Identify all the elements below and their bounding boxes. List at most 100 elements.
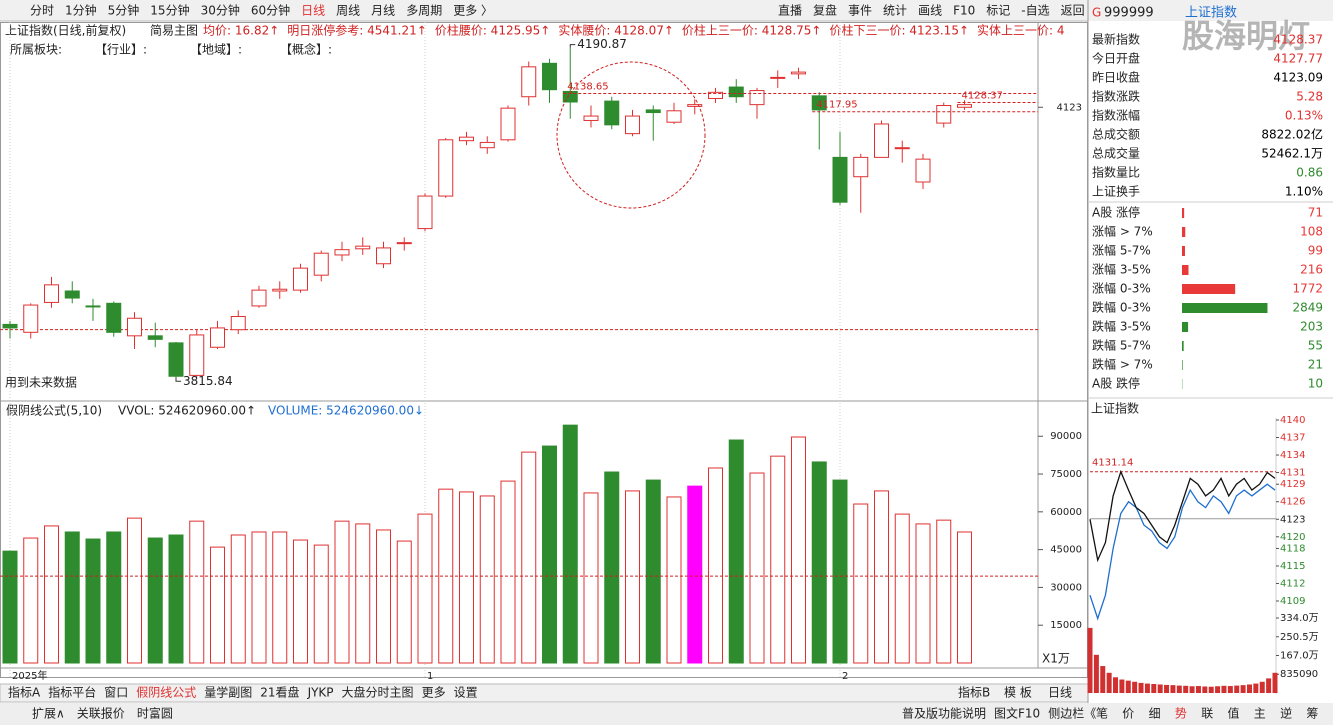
candle-body [791, 71, 806, 75]
period-tab[interactable]: 更多 〉 [453, 4, 493, 18]
period-tab[interactable]: 月线 [371, 4, 395, 18]
side-tab[interactable]: 主 [1254, 707, 1266, 721]
side-tab[interactable]: 笔 [1096, 706, 1108, 721]
indicator-tab[interactable]: 设置 [454, 686, 478, 700]
stat-value: 4127.77 [1273, 52, 1323, 66]
mini-vol-bar [1119, 679, 1125, 693]
drawn-circle [556, 61, 706, 209]
status-link[interactable]: 图文F10 [994, 706, 1040, 721]
sector-label: 【概念】: [280, 42, 332, 57]
y-tick-label: 15000 [1050, 620, 1082, 631]
indicator-tab[interactable]: JYKP [307, 686, 334, 700]
volume-bar [687, 485, 703, 664]
status-item[interactable]: 扩展∧ [32, 707, 65, 721]
mini-vol-bar [1170, 685, 1176, 693]
period-tab[interactable]: 分时 [30, 4, 54, 18]
indicator-value: 价柱下三一价: 4123.15↑ [829, 23, 969, 38]
extreme-label: 4190.87 [577, 37, 627, 51]
status-link[interactable]: 侧边栏《 [1048, 706, 1096, 721]
stat-value: 0.86 [1296, 166, 1323, 180]
candle-body [749, 90, 765, 106]
side-tab[interactable]: 逆 [1280, 706, 1292, 721]
period-tab[interactable]: 1分钟 [65, 3, 97, 18]
candle-body [936, 105, 952, 124]
volume-bar [645, 479, 661, 664]
x-label: 2025年 [12, 669, 47, 682]
period-tab[interactable]: 5分钟 [108, 3, 140, 18]
breadth-bar [1182, 360, 1183, 370]
toolbar-button[interactable]: 统计 [883, 4, 907, 18]
period-tab[interactable]: 60分钟 [251, 3, 290, 18]
period-tab[interactable]: 多周期 [406, 4, 442, 18]
indicator-tab[interactable]: 窗口 [104, 686, 128, 700]
mini-tick-label: 4118 [1280, 543, 1305, 554]
candle-body [106, 302, 122, 333]
mini-vol-tick-label: 334.0万 [1280, 613, 1319, 624]
toolbar-button[interactable]: 标记 [986, 4, 1010, 18]
side-tab[interactable]: 细 [1149, 707, 1161, 721]
stat-label: 总成交量 [1092, 146, 1140, 161]
indicator-tab[interactable]: 量学副图 [204, 685, 252, 700]
toolbar-button[interactable]: 返回 [1061, 4, 1085, 18]
volume-bar [23, 537, 39, 664]
mini-vol-bar [1176, 685, 1182, 693]
period-tab[interactable]: 周线 [336, 4, 360, 18]
breadth-label: 涨幅 > 7% [1092, 224, 1153, 239]
indicator-tab[interactable]: 指标平台 [48, 685, 96, 700]
mini-vol-bar [1183, 685, 1189, 693]
chart-title: 上证指数(日线,前复权) [5, 23, 126, 38]
volume-bar [521, 451, 537, 664]
toolbar-button[interactable]: 画线 [918, 4, 942, 18]
mini-high-label: 4131.14 [1092, 458, 1133, 469]
toolbar-button[interactable]: -自选 [1021, 4, 1049, 18]
side-tab[interactable]: 势 [1175, 707, 1187, 721]
indicator-tab[interactable]: 更多 [422, 686, 446, 700]
status-link[interactable]: 普及版功能说明 [902, 706, 986, 721]
side-tab[interactable]: 筹 [1306, 707, 1318, 721]
period-tab[interactable]: 15分钟 [150, 3, 189, 18]
right-tab[interactable]: 日线 [1048, 686, 1072, 700]
indicator-tab[interactable]: 假阴线公式 [136, 686, 196, 700]
price-label: 4123 [1057, 102, 1082, 113]
volume-bar [459, 491, 474, 664]
side-tab[interactable]: 值 [1227, 706, 1239, 721]
volume-bar [894, 513, 910, 664]
volume-bar [562, 424, 578, 664]
period-tab[interactable]: 30分钟 [201, 3, 240, 18]
status-item[interactable]: 关联报价 [77, 706, 125, 721]
candle-body [147, 335, 163, 340]
toolbar-button[interactable]: F10 [953, 4, 975, 18]
volume-bar [85, 538, 101, 664]
indicator-tab[interactable]: 指标A [8, 685, 41, 700]
volume-bar [625, 490, 640, 664]
toolbar-button[interactable]: 事件 [848, 4, 872, 18]
volume-bar [708, 467, 723, 664]
breadth-count: 2849 [1292, 301, 1323, 315]
toolbar-button[interactable]: 直播 [778, 4, 802, 18]
period-tab[interactable]: 日线 [301, 4, 325, 18]
candle-body [915, 158, 931, 183]
main-mode[interactable]: 简易主图 [150, 24, 198, 38]
breadth-bar [1182, 322, 1189, 332]
volume-bar [44, 525, 59, 664]
breadth-bar [1182, 341, 1184, 351]
level-label: 4138.65 [567, 82, 608, 93]
breadth-count: 99 [1308, 244, 1323, 258]
toolbar-button[interactable]: 复盘 [813, 3, 837, 18]
candle-body [396, 242, 412, 245]
right-tab[interactable]: 指标B [958, 685, 990, 700]
indicator-tab[interactable]: 21看盘 [260, 685, 299, 700]
volume-bar [770, 455, 786, 664]
status-item[interactable]: 时富圆 [137, 706, 173, 721]
mini-vol-bar [1240, 685, 1246, 693]
volume-bar [853, 503, 869, 664]
candle-body [770, 76, 786, 79]
candle-body [625, 115, 640, 135]
volume-bar [272, 531, 288, 664]
volume-bar [147, 537, 163, 664]
right-tab[interactable]: 模 板 [1004, 686, 1032, 700]
indicator-tab[interactable]: 大盘分时主图 [342, 685, 414, 700]
side-tab[interactable]: 联 [1201, 707, 1213, 721]
side-tab[interactable]: 价 [1122, 707, 1134, 721]
